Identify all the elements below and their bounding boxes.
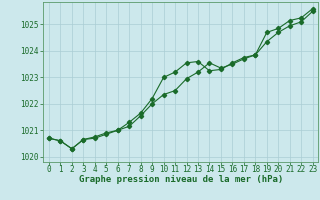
X-axis label: Graphe pression niveau de la mer (hPa): Graphe pression niveau de la mer (hPa): [79, 175, 283, 184]
